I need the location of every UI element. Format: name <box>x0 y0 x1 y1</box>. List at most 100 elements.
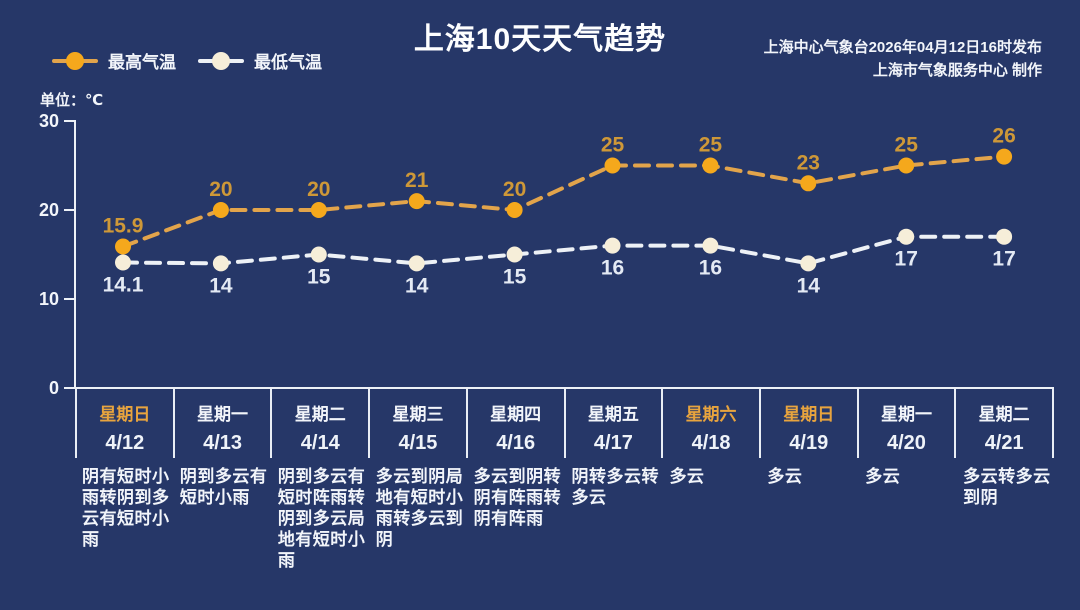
source-line-1: 上海中心气象台2026年04月12日16时发布 <box>763 39 1042 56</box>
high-temp-value-label: 23 <box>797 151 820 174</box>
high-temp-point <box>702 157 719 174</box>
low-temp-value-label: 17 <box>895 248 918 271</box>
low-temp-point <box>898 228 915 245</box>
high-temp-point <box>506 202 523 218</box>
high-temp-value-label: 26 <box>992 125 1015 148</box>
low-temp-point <box>310 246 327 263</box>
day-date: 4/16 <box>496 432 536 454</box>
day-weather-text: 阴到多云有短时阵雨转阴到多云局地有短时小雨 <box>277 467 366 570</box>
low-temp-value-label: 17 <box>992 248 1015 271</box>
source-info: 上海中心气象台2026年04月12日16时发布 上海市气象服务中心 制作 <box>764 36 1042 82</box>
day-weekday: 星期日 <box>783 405 835 424</box>
day-date: 4/12 <box>105 432 145 454</box>
high-temp-value-label: 21 <box>405 169 429 192</box>
legend-item-high: 最高气温 <box>52 48 176 73</box>
day-column: 星期二 4/14 <box>270 389 368 458</box>
low-temp-dot-icon <box>212 51 230 70</box>
high-temp-value-label: 15.9 <box>103 214 144 237</box>
day-weather-text: 多云转多云到阴 <box>963 467 1051 507</box>
low-temp-line <box>121 234 1007 266</box>
high-temp-line-swatch <box>52 51 98 70</box>
day-column: 星期一 4/13 <box>172 389 271 458</box>
low-temp-point <box>604 237 621 254</box>
day-weather-text: 多云 <box>669 467 705 486</box>
low-temp-value-label: 15 <box>503 266 527 289</box>
high-temp-value-label: 25 <box>895 134 919 157</box>
day-date: 4/14 <box>300 432 340 454</box>
unit-label: 单位：℃ <box>40 92 104 109</box>
high-temp-value-label: 20 <box>503 178 526 201</box>
day-weather-text: 多云到阴转阴有阵雨转阴有阵雨 <box>473 467 562 528</box>
high-temp-point <box>898 157 915 174</box>
high-temp-point <box>212 202 229 218</box>
day-weekday: 星期三 <box>392 405 444 424</box>
day-weekday: 星期四 <box>490 405 542 424</box>
day-date: 4/20 <box>887 432 926 454</box>
day-column: 星期二 4/21 <box>954 389 1055 458</box>
legend-label-low: 最低气温 <box>254 53 322 72</box>
day-date: 4/18 <box>691 432 731 454</box>
low-temp-point <box>996 228 1013 245</box>
high-temp-point <box>310 202 327 218</box>
day-weather-text: 多云到阴局地有短时小雨转多云到阴 <box>375 467 464 549</box>
high-temp-point <box>408 193 425 210</box>
source-line-2: 上海市气象服务中心 制作 <box>872 62 1042 79</box>
low-temp-value-label: 16 <box>699 257 722 280</box>
day-weather-text: 阴有短时小雨转阴到多云有短时小雨 <box>82 467 170 549</box>
day-column: 星期日 4/12 <box>75 389 173 458</box>
day-date: 4/13 <box>203 432 243 454</box>
day-header-band: 星期日 4/12 星期一 4/13 星期二 4/14 星期三 4/15 星期四 … <box>75 389 1055 458</box>
high-temp-point <box>604 157 621 174</box>
low-temp-value-label: 14 <box>797 274 821 297</box>
day-date: 4/19 <box>789 432 829 454</box>
low-temp-point <box>115 254 131 271</box>
day-weekday: 星期五 <box>587 405 639 424</box>
low-temp-point <box>800 255 817 272</box>
day-column: 星期一 4/20 <box>856 389 955 458</box>
day-weekday: 星期一 <box>197 405 249 424</box>
legend-item-low: 最低气温 <box>198 48 322 73</box>
high-temp-value-label: 25 <box>699 134 723 157</box>
high-temp-value-label: 20 <box>307 178 330 201</box>
day-column: 星期日 4/19 <box>758 389 857 458</box>
high-temp-point <box>800 175 817 192</box>
low-temp-point <box>702 237 719 254</box>
day-column: 星期五 4/17 <box>563 389 662 458</box>
day-column: 星期三 4/15 <box>368 389 466 458</box>
weather-text-band: 阴有短时小雨转阴到多云有短时小雨 阴到多云有短时小雨 阴到多云有短时阵雨转阴到多… <box>75 462 1054 571</box>
day-weekday: 星期日 <box>99 405 151 424</box>
day-weekday: 星期二 <box>978 405 1030 424</box>
day-date: 4/21 <box>984 432 1024 454</box>
low-temp-value-label: 16 <box>601 257 624 280</box>
high-temp-value-label: 25 <box>601 134 625 157</box>
low-temp-value-label: 14 <box>209 274 233 297</box>
chart-legend: 最高气温 最低气温 <box>52 48 322 73</box>
day-date: 4/15 <box>398 432 438 454</box>
high-temp-line <box>121 154 1007 249</box>
day-column: 星期四 4/16 <box>465 389 564 458</box>
low-temp-value-label: 14 <box>405 274 429 297</box>
high-temp-dot-icon <box>66 51 84 70</box>
y-tick-label: 30 <box>39 111 59 131</box>
y-tick-label: 0 <box>49 378 59 398</box>
low-temp-point <box>212 255 229 272</box>
day-column: 星期六 4/18 <box>661 389 759 458</box>
low-temp-point <box>408 255 425 272</box>
day-weather-text: 多云 <box>767 467 803 486</box>
day-weather-text: 多云 <box>865 467 901 486</box>
y-tick-label: 20 <box>39 200 59 220</box>
legend-label-high: 最高气温 <box>108 53 176 72</box>
high-temp-value-label: 20 <box>209 178 232 201</box>
low-temp-value-label: 15 <box>307 266 331 289</box>
day-weather-text: 阴转多云转多云 <box>571 467 660 507</box>
day-weather-text: 阴到多云有短时小雨 <box>179 467 268 507</box>
page-title: 上海10天天气趋势 <box>413 23 667 56</box>
day-weekday: 星期二 <box>294 405 346 424</box>
low-temp-point <box>506 246 523 263</box>
y-tick-label: 10 <box>39 289 59 309</box>
day-weekday: 星期一 <box>880 405 932 424</box>
low-temp-line-swatch <box>198 51 244 70</box>
high-temp-point <box>996 148 1013 165</box>
